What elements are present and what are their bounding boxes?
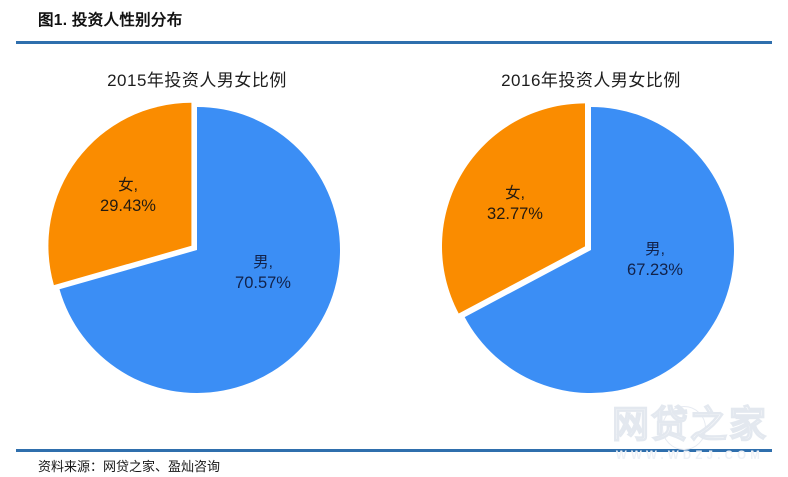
chart-panel-2016: 2016年投资人男女比例 女, 32.77% 男, 67.23% <box>394 52 788 402</box>
pie-slice-male-2016[interactable] <box>464 107 734 393</box>
pie-slice-female-2016[interactable] <box>442 103 586 314</box>
pie-chart-2015: 女, 29.43% 男, 70.57% <box>0 100 394 400</box>
chart-title-2015: 2015年投资人男女比例 <box>107 71 287 90</box>
pie-svg-2016 <box>442 103 734 393</box>
divider-bottom <box>16 449 772 452</box>
pie-slice-female-2015[interactable] <box>48 102 192 286</box>
page-title: 图1. 投资人性别分布 <box>38 12 183 29</box>
divider-top <box>16 41 772 44</box>
source-note: 资料来源：网贷之家、盈灿咨询 <box>38 459 221 474</box>
charts-container: 2015年投资人男女比例 女, 29.43% 男, 70.57% 2016年投资… <box>0 52 788 402</box>
watermark: 网贷之家 WWW.WDZJ.COM <box>600 403 780 472</box>
watermark-url: WWW.WDZJ.COM <box>615 450 765 462</box>
chart-panel-2015: 2015年投资人男女比例 女, 29.43% 男, 70.57% <box>0 52 394 402</box>
watermark-circle-icon <box>662 406 706 450</box>
chart-title-2016: 2016年投资人男女比例 <box>501 71 681 90</box>
pie-svg-2015 <box>48 102 341 393</box>
watermark-brand: 网贷之家 <box>611 403 768 445</box>
pie-chart-2016: 女, 32.77% 男, 67.23% <box>394 100 788 400</box>
pie-slice-male-2015[interactable] <box>59 107 341 393</box>
